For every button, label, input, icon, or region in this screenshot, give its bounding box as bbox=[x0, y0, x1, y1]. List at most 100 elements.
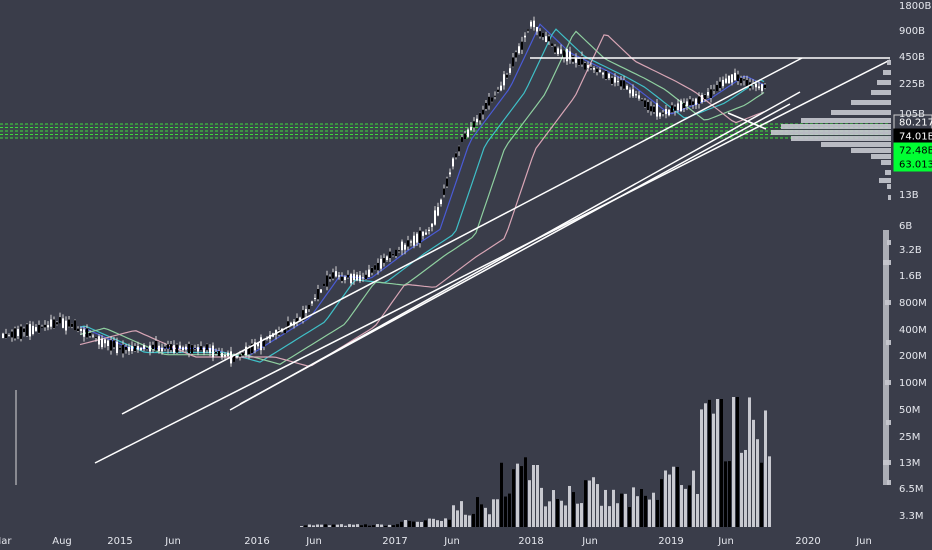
volume-bar bbox=[432, 518, 435, 527]
candle-body bbox=[329, 276, 331, 280]
candle-body bbox=[458, 146, 460, 152]
candle-body bbox=[341, 276, 343, 281]
candle-body bbox=[737, 74, 739, 82]
volume-bar bbox=[556, 499, 559, 527]
volume-bar bbox=[688, 485, 691, 527]
candle-body bbox=[407, 240, 409, 247]
candle-body bbox=[449, 172, 451, 175]
volume-bar bbox=[612, 489, 615, 527]
candle-body bbox=[371, 268, 373, 273]
candle-body bbox=[170, 344, 172, 351]
candle-body bbox=[311, 301, 313, 304]
candle-body bbox=[89, 332, 91, 336]
candle-body bbox=[641, 99, 643, 102]
volume-bar bbox=[448, 519, 451, 527]
volume-bar bbox=[312, 525, 315, 527]
candle-body bbox=[467, 129, 469, 137]
volume-profile-bar bbox=[821, 142, 891, 147]
candle-body bbox=[218, 351, 220, 357]
y-tick-label: 6.5M bbox=[899, 484, 924, 495]
ma-mid-line bbox=[79, 28, 765, 363]
volume-bar bbox=[436, 520, 439, 527]
candle-body bbox=[314, 298, 316, 300]
volume-bar bbox=[444, 518, 447, 527]
candle-body bbox=[263, 340, 265, 347]
candle-body bbox=[479, 113, 481, 121]
candle-body bbox=[182, 347, 184, 351]
price-badge-label: 63.013B bbox=[899, 160, 932, 171]
candle-body bbox=[656, 103, 658, 117]
candle-body bbox=[512, 57, 514, 67]
y-tick-label: 1.6B bbox=[899, 271, 922, 282]
x-tick-label: 2018 bbox=[518, 536, 543, 547]
volume-bar bbox=[748, 397, 751, 527]
candle-body bbox=[689, 99, 691, 106]
candle-body bbox=[17, 329, 19, 337]
candle-body bbox=[608, 73, 610, 79]
volume-bar bbox=[416, 521, 419, 527]
volume-profile-bar bbox=[887, 60, 891, 65]
candle-body bbox=[587, 65, 589, 68]
candle-body bbox=[401, 241, 403, 251]
candle-body bbox=[677, 103, 679, 111]
candle-body bbox=[146, 347, 148, 350]
volume-bar bbox=[524, 457, 527, 527]
candle-body bbox=[491, 97, 493, 102]
volume-bar bbox=[732, 397, 735, 527]
y-tick-label: 900B bbox=[899, 26, 925, 37]
candle-body bbox=[518, 46, 520, 54]
candle-body bbox=[521, 41, 523, 50]
candle-body bbox=[686, 101, 688, 106]
volume-bar bbox=[368, 525, 371, 527]
candle-body bbox=[440, 199, 442, 205]
volume-bar bbox=[656, 499, 659, 527]
volume-bar bbox=[580, 503, 583, 527]
volume-bar bbox=[364, 524, 367, 527]
candle-body bbox=[755, 83, 757, 88]
volume-bar bbox=[440, 520, 443, 527]
candle-body bbox=[410, 241, 412, 243]
volume-bar bbox=[512, 469, 515, 527]
volume-bar bbox=[456, 510, 459, 527]
candle-body bbox=[596, 68, 598, 73]
volume-profile-bar bbox=[883, 70, 891, 75]
candle-body bbox=[632, 89, 634, 97]
candle-body bbox=[437, 207, 439, 216]
y-tick-label: 25M bbox=[899, 432, 920, 443]
volume-bar bbox=[640, 489, 643, 527]
volume-bar bbox=[628, 507, 631, 527]
x-tick-label: Aug bbox=[52, 536, 72, 547]
candle-body bbox=[524, 35, 526, 38]
volume-bar bbox=[588, 480, 591, 527]
candle-body bbox=[662, 112, 664, 114]
candle-body bbox=[212, 345, 214, 358]
candle-body bbox=[215, 352, 217, 354]
volume-bar bbox=[636, 496, 639, 527]
candle-body bbox=[257, 343, 259, 347]
trendline bbox=[121, 57, 803, 415]
volume-bar bbox=[372, 525, 375, 527]
volume-bar bbox=[560, 500, 563, 527]
candle-body bbox=[35, 327, 37, 331]
volume-profile-bar bbox=[871, 154, 891, 159]
candle-body bbox=[548, 36, 550, 42]
trendline bbox=[727, 112, 767, 130]
candle-body bbox=[197, 347, 199, 352]
candle-body bbox=[200, 346, 202, 351]
candle-body bbox=[719, 81, 721, 89]
candle-body bbox=[83, 329, 85, 337]
candle-body bbox=[452, 158, 454, 167]
candle-body bbox=[284, 327, 286, 334]
volume-bar bbox=[764, 410, 767, 527]
volume-bar bbox=[360, 525, 363, 527]
price-badge bbox=[893, 156, 932, 172]
candle-body bbox=[95, 336, 97, 338]
y-tick-label: 800M bbox=[899, 298, 927, 309]
ma-long-line bbox=[79, 34, 765, 367]
candle-body bbox=[419, 230, 421, 244]
candle-body bbox=[503, 74, 505, 86]
price-badge-label: 74.01B bbox=[899, 132, 932, 143]
candle-body bbox=[209, 348, 211, 353]
volume-bar bbox=[644, 495, 647, 527]
candle-body bbox=[611, 77, 613, 84]
